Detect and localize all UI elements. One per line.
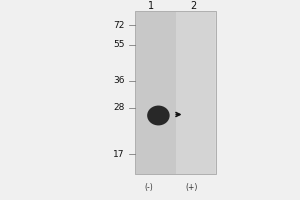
Text: (-): (-): [145, 183, 154, 192]
Bar: [135, 11, 216, 174]
Text: 55: 55: [113, 40, 124, 49]
Bar: [176, 12, 215, 174]
Text: 72: 72: [113, 21, 124, 30]
Bar: [136, 12, 176, 174]
Ellipse shape: [147, 106, 170, 125]
Text: 1: 1: [148, 1, 154, 11]
Text: 28: 28: [113, 103, 124, 112]
Text: 36: 36: [113, 76, 124, 85]
Text: 17: 17: [113, 150, 124, 159]
Text: 2: 2: [190, 1, 196, 11]
Text: (+): (+): [185, 183, 197, 192]
